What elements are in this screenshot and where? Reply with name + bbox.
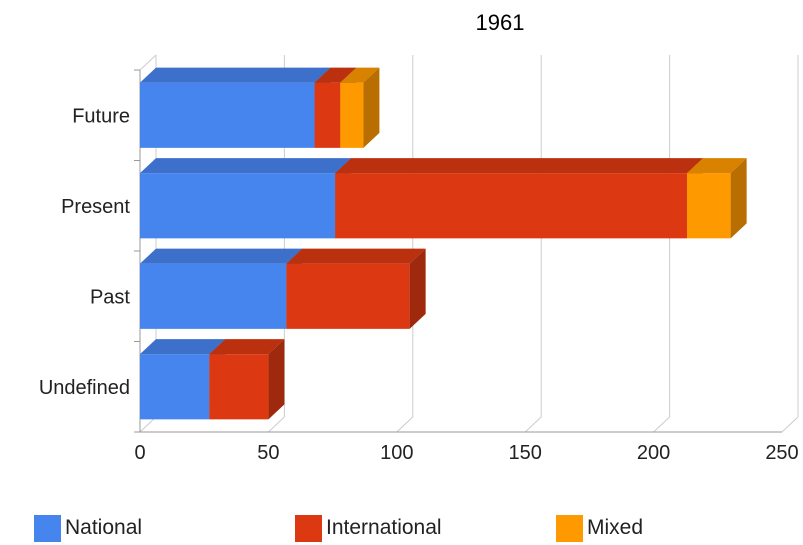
bar-side-mixed-present bbox=[730, 158, 747, 239]
legend-label-international: International bbox=[326, 516, 442, 539]
bar-national-present bbox=[140, 173, 336, 239]
legend-label-national: National bbox=[65, 516, 143, 539]
bar-top-national-undefined bbox=[140, 339, 226, 355]
legend-item-national[interactable]: National bbox=[34, 512, 142, 544]
grid-floor-line bbox=[524, 416, 542, 433]
bar-mixed-future bbox=[340, 82, 364, 148]
legend-item-mixed[interactable]: Mixed bbox=[556, 512, 643, 544]
bar-international-future bbox=[314, 82, 341, 148]
chart-title: 1961 bbox=[476, 10, 525, 35]
bar-top-national-past bbox=[140, 248, 303, 264]
y-axis-depth-line bbox=[139, 54, 157, 71]
bar-top-national-future bbox=[140, 67, 331, 83]
bars bbox=[140, 67, 747, 420]
bar-chart: 0 50 100 150 200 250 Future Present Past Undefine… bbox=[39, 10, 799, 464]
x-tick-label: 150 bbox=[509, 442, 542, 464]
grid-floor-line bbox=[268, 416, 285, 433]
bar-side-international-past bbox=[409, 248, 426, 329]
grid-floor-line bbox=[396, 416, 414, 433]
x-tick-label: 50 bbox=[257, 442, 279, 464]
bar-mixed-present bbox=[686, 173, 731, 239]
legend-label-mixed: Mixed bbox=[587, 516, 644, 539]
grid-floor-line bbox=[139, 416, 157, 433]
legend-swatch-national bbox=[34, 514, 61, 542]
bar-international-present bbox=[335, 173, 687, 239]
grid-floor-line bbox=[653, 416, 670, 433]
bar-international-undefined bbox=[209, 354, 269, 420]
x-tick-label: 100 bbox=[380, 442, 413, 464]
legend-swatch-mixed bbox=[556, 514, 583, 542]
bar-national-past bbox=[140, 263, 287, 329]
y-category-label: Future bbox=[72, 105, 130, 127]
bar-top-international-present bbox=[335, 158, 703, 174]
bar-national-undefined bbox=[140, 354, 210, 420]
bar-top-international-undefined bbox=[209, 339, 285, 355]
bar-international-past bbox=[286, 263, 410, 329]
y-category-label: Undefined bbox=[39, 377, 130, 399]
x-tick-label: 250 bbox=[765, 442, 798, 464]
legend-swatch-international bbox=[295, 514, 322, 542]
bar-top-international-future bbox=[314, 67, 357, 83]
legend-item-international[interactable]: International bbox=[295, 512, 442, 544]
tick-labels: 0 50 100 150 200 250 Future Present Past Undefine… bbox=[39, 105, 799, 464]
x-tick-label: 200 bbox=[637, 442, 670, 464]
legend: National International Mixed bbox=[0, 512, 803, 544]
bar-national-future bbox=[140, 82, 315, 148]
bar-top-mixed-future bbox=[340, 67, 380, 83]
y-category-label: Past bbox=[90, 286, 130, 308]
grid-floor-line bbox=[781, 416, 799, 433]
bar-top-national-present bbox=[140, 158, 352, 174]
x-tick-label: 0 bbox=[134, 442, 145, 464]
y-category-label: Present bbox=[61, 196, 130, 218]
bar-top-international-past bbox=[286, 248, 426, 264]
bar-side-mixed-future bbox=[363, 67, 380, 148]
bar-side-international-undefined bbox=[268, 339, 285, 420]
bar-top-mixed-present bbox=[686, 158, 747, 174]
